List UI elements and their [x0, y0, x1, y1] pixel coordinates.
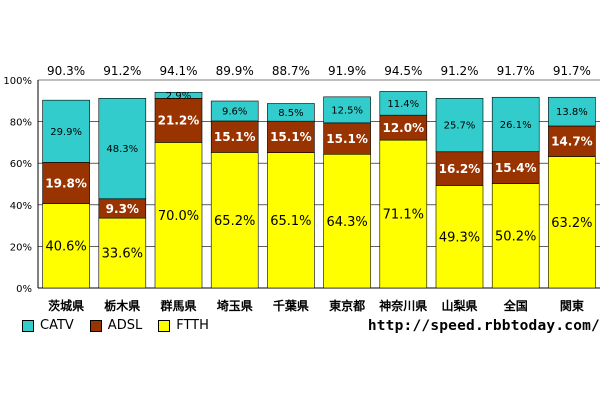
- data-label-ftth: 63.2%: [551, 216, 592, 231]
- data-label-ftth: 33.6%: [102, 247, 143, 262]
- bar-segment-adsl: [42, 162, 90, 204]
- data-label-ftth: 50.2%: [495, 229, 536, 244]
- stacked-bar-chart: 0% 20% 40% 60% 80% 100% 40.6% 19.8% 29.9% 90.3% 茨城…: [3, 64, 600, 313]
- x-category-label: 東京都: [329, 298, 365, 313]
- data-label-ftth: 70.0%: [158, 209, 199, 224]
- legend-label-adsl: ADSL: [107, 318, 143, 333]
- bar-segment-ftth: [154, 142, 203, 289]
- data-label-ftth: 65.2%: [214, 214, 255, 229]
- x-category-label: 千葉県: [273, 298, 309, 313]
- bar-segment-ftth: [210, 152, 259, 289]
- total-label: 89.9%: [216, 64, 254, 78]
- bar-segment-adsl: [323, 122, 371, 155]
- data-label-adsl: 9.3%: [106, 202, 139, 216]
- data-label-adsl: 15.4%: [495, 161, 537, 175]
- data-label-ftth: 49.3%: [439, 230, 480, 245]
- data-label-ftth: 71.1%: [383, 208, 424, 223]
- data-label-catv: 29.9%: [50, 127, 82, 138]
- x-category-label: 全国: [503, 298, 528, 313]
- bar-segment-catv: [267, 103, 315, 122]
- data-label-ftth: 65.1%: [270, 214, 311, 229]
- source-url-link[interactable]: http://speed.rbbtoday.com/: [367, 318, 600, 334]
- data-label-catv: 25.7%: [444, 121, 476, 132]
- bar-segment-catv: [42, 99, 90, 163]
- y-tick-label: 40%: [10, 201, 32, 212]
- y-tick-label: 60%: [10, 159, 32, 170]
- total-label: 91.2%: [103, 64, 141, 78]
- data-label-catv: 11.4%: [387, 99, 419, 110]
- legend-item-catv: CATV: [22, 318, 74, 333]
- y-tick-label: 0%: [16, 284, 32, 295]
- x-category-label: 茨城県: [48, 298, 84, 313]
- data-label-catv: 12.5%: [331, 105, 363, 116]
- total-label: 94.5%: [384, 64, 422, 78]
- bar-segment-ftth: [98, 217, 147, 289]
- legend-item-adsl: ADSL: [89, 318, 143, 333]
- legend-swatch-ftth: [158, 319, 171, 332]
- bar-segment-adsl: [210, 120, 259, 153]
- data-label-adsl: 14.7%: [551, 135, 593, 149]
- data-label-adsl: 15.1%: [214, 130, 256, 144]
- data-label-adsl: 19.8%: [45, 176, 87, 190]
- bar-segment-catv: [323, 96, 371, 124]
- data-label-adsl: 12.0%: [382, 121, 424, 135]
- bar-segment-catv: [379, 91, 428, 116]
- x-category-label: 関東: [560, 298, 584, 313]
- data-label-ftth: 40.6%: [45, 239, 86, 254]
- bar-segment-adsl: [548, 125, 596, 157]
- bar-segment-ftth: [323, 153, 371, 289]
- total-label: 91.7%: [497, 64, 535, 78]
- total-label: 91.2%: [440, 64, 478, 78]
- legend-swatch-adsl: [89, 319, 102, 332]
- data-label-catv: 9.6%: [222, 107, 247, 118]
- bar-segment-ftth: [267, 152, 315, 289]
- bar-segment-adsl: [379, 114, 428, 141]
- total-label: 91.7%: [553, 64, 591, 78]
- x-category-label: 栃木県: [104, 298, 140, 313]
- data-label-catv: 13.8%: [556, 107, 588, 118]
- data-label-ftth: 64.3%: [326, 215, 367, 230]
- total-label: 94.1%: [159, 64, 197, 78]
- bar-segment-catv: [98, 98, 147, 200]
- total-label: 88.7%: [272, 64, 310, 78]
- bar-segment-catv: [548, 96, 596, 127]
- bar-segment-catv: [210, 100, 259, 122]
- data-label-catv: 2.9%: [166, 91, 191, 102]
- bar-segment-ftth: [491, 183, 540, 289]
- bar-segment-catv: [491, 96, 540, 152]
- bar-segment-adsl: [435, 151, 484, 186]
- data-label-adsl: 15.1%: [270, 130, 312, 144]
- y-tick-label: 20%: [10, 242, 32, 253]
- data-label-adsl: 15.1%: [326, 132, 368, 146]
- x-category-label: 山梨県: [441, 298, 477, 313]
- bar-segment-adsl: [491, 151, 540, 184]
- total-label: 91.9%: [328, 64, 366, 78]
- bar-segment-ftth: [435, 185, 484, 289]
- x-category-label: 群馬県: [159, 298, 196, 313]
- legend-item-ftth: FTTH: [158, 318, 209, 333]
- data-label-catv: 26.1%: [500, 120, 532, 131]
- footer-row: CATV ADSL FTTH http://speed.rbbtoday.com…: [0, 318, 610, 340]
- bar-segment-catv: [154, 91, 203, 99]
- bar-segment-catv: [435, 98, 484, 153]
- chart-legend: CATV ADSL FTTH: [22, 318, 225, 333]
- bar-segment-ftth: [548, 156, 596, 289]
- total-label: 90.3%: [47, 64, 85, 78]
- data-label-adsl: 16.2%: [439, 162, 481, 176]
- data-label-catv: 8.5%: [278, 108, 303, 119]
- y-tick-label: 80%: [10, 118, 32, 129]
- data-label-catv: 48.3%: [106, 144, 138, 155]
- legend-label-ftth: FTTH: [176, 318, 209, 333]
- legend-swatch-catv: [22, 319, 34, 332]
- bar-segment-adsl: [267, 120, 315, 153]
- legend-label-catv: CATV: [40, 318, 74, 333]
- bar-segment-ftth: [379, 139, 428, 289]
- bar-segment-adsl: [154, 98, 203, 143]
- x-category-label: 埼玉県: [217, 298, 253, 313]
- x-category-label: 神奈川県: [379, 298, 427, 313]
- bar-segment-ftth: [42, 203, 90, 289]
- data-label-adsl: 21.2%: [158, 114, 200, 128]
- y-tick-label: 100%: [3, 76, 32, 87]
